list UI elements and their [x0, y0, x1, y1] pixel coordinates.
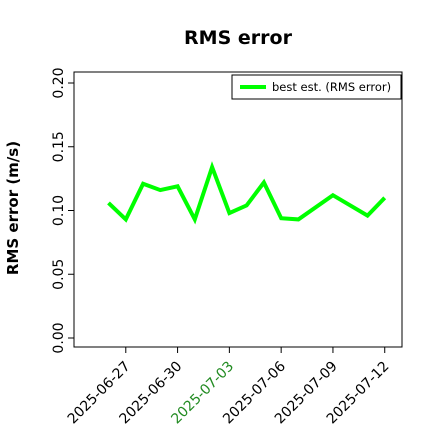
y-axis-label: RMS error (m/s) [4, 141, 22, 275]
y-tick-label: 0.10 [51, 195, 67, 226]
y-tick-label: 0.00 [51, 322, 67, 353]
y-tick-label: 0.05 [51, 259, 67, 290]
y-axis: 0.00 0.05 0.10 0.15 0.20 [51, 67, 74, 354]
legend-label: best est. (RMS error) [272, 80, 391, 94]
y-tick-label: 0.20 [51, 67, 67, 98]
legend: best est. (RMS error) [231, 74, 402, 100]
series-layer [107, 161, 387, 225]
y-tick-label: 0.15 [51, 131, 67, 162]
chart-title: RMS error [184, 27, 293, 49]
plot-frame [73, 71, 403, 348]
series-line [107, 161, 387, 225]
x-axis: 2025-06-272025-06-302025-07-032025-07-06… [65, 347, 393, 427]
